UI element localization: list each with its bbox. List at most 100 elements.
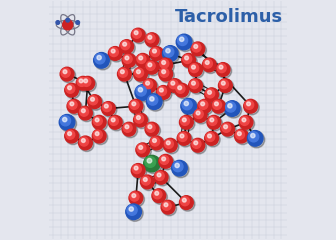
Circle shape: [92, 129, 106, 143]
Circle shape: [245, 100, 254, 109]
Circle shape: [104, 104, 108, 108]
Circle shape: [63, 20, 73, 30]
Circle shape: [236, 130, 250, 145]
Circle shape: [224, 101, 240, 116]
Circle shape: [236, 130, 245, 139]
Circle shape: [118, 67, 131, 81]
Circle shape: [110, 116, 124, 131]
Circle shape: [188, 63, 202, 76]
Circle shape: [159, 58, 173, 72]
Circle shape: [180, 197, 190, 206]
Circle shape: [194, 45, 198, 48]
Circle shape: [151, 137, 160, 146]
Circle shape: [183, 54, 192, 63]
Circle shape: [110, 116, 118, 125]
Circle shape: [145, 122, 159, 136]
Circle shape: [129, 207, 133, 211]
Circle shape: [81, 109, 85, 113]
Circle shape: [132, 165, 141, 174]
Circle shape: [143, 79, 157, 92]
Circle shape: [63, 70, 67, 74]
Circle shape: [66, 18, 70, 22]
Circle shape: [145, 156, 156, 167]
Circle shape: [208, 116, 217, 125]
Circle shape: [137, 144, 146, 153]
Circle shape: [139, 145, 142, 149]
Circle shape: [205, 132, 218, 145]
Circle shape: [202, 58, 216, 72]
Circle shape: [82, 78, 91, 86]
Circle shape: [251, 133, 255, 138]
Circle shape: [208, 134, 211, 138]
Circle shape: [136, 70, 140, 74]
Circle shape: [130, 100, 139, 109]
Circle shape: [135, 85, 151, 100]
Circle shape: [89, 96, 103, 110]
Circle shape: [242, 118, 246, 122]
Circle shape: [56, 21, 59, 24]
Circle shape: [162, 60, 166, 65]
Circle shape: [198, 99, 212, 113]
Circle shape: [132, 29, 141, 38]
Circle shape: [131, 164, 145, 177]
Circle shape: [157, 173, 161, 177]
Circle shape: [176, 34, 192, 50]
Circle shape: [130, 100, 144, 115]
Circle shape: [190, 80, 204, 94]
Circle shape: [94, 53, 109, 68]
Circle shape: [65, 83, 79, 97]
Circle shape: [166, 141, 170, 145]
Circle shape: [160, 68, 174, 83]
Circle shape: [147, 158, 152, 163]
Circle shape: [60, 67, 74, 81]
Circle shape: [136, 54, 150, 67]
Circle shape: [140, 175, 154, 189]
Circle shape: [80, 107, 94, 122]
Circle shape: [68, 100, 77, 109]
Circle shape: [168, 79, 182, 92]
Circle shape: [132, 194, 136, 198]
Circle shape: [127, 205, 137, 215]
Circle shape: [184, 101, 188, 106]
Circle shape: [146, 123, 155, 132]
Circle shape: [221, 81, 225, 85]
Circle shape: [210, 118, 214, 122]
Circle shape: [88, 95, 101, 108]
Circle shape: [182, 118, 186, 122]
Circle shape: [163, 138, 177, 152]
Circle shape: [66, 84, 80, 99]
Circle shape: [192, 139, 201, 148]
Circle shape: [160, 68, 169, 77]
Circle shape: [203, 59, 218, 73]
Circle shape: [59, 114, 75, 130]
Circle shape: [68, 100, 83, 115]
Circle shape: [146, 61, 161, 76]
Circle shape: [182, 198, 186, 202]
Circle shape: [224, 125, 227, 129]
Circle shape: [162, 201, 177, 216]
Circle shape: [191, 138, 205, 152]
Circle shape: [132, 165, 147, 179]
Circle shape: [143, 178, 147, 181]
Circle shape: [192, 65, 196, 69]
Circle shape: [205, 88, 218, 102]
Circle shape: [121, 41, 130, 50]
Circle shape: [60, 115, 77, 132]
Circle shape: [141, 176, 151, 185]
Circle shape: [62, 117, 67, 122]
Circle shape: [81, 76, 94, 90]
Circle shape: [182, 99, 198, 116]
Circle shape: [129, 191, 143, 205]
Circle shape: [92, 115, 106, 129]
Circle shape: [222, 123, 231, 132]
Circle shape: [179, 37, 184, 42]
Circle shape: [79, 79, 83, 83]
Circle shape: [225, 102, 236, 112]
Circle shape: [121, 41, 135, 55]
Circle shape: [134, 166, 138, 170]
Circle shape: [160, 156, 174, 170]
Circle shape: [150, 97, 154, 101]
Circle shape: [164, 47, 180, 63]
Circle shape: [95, 118, 99, 122]
Circle shape: [219, 80, 234, 94]
